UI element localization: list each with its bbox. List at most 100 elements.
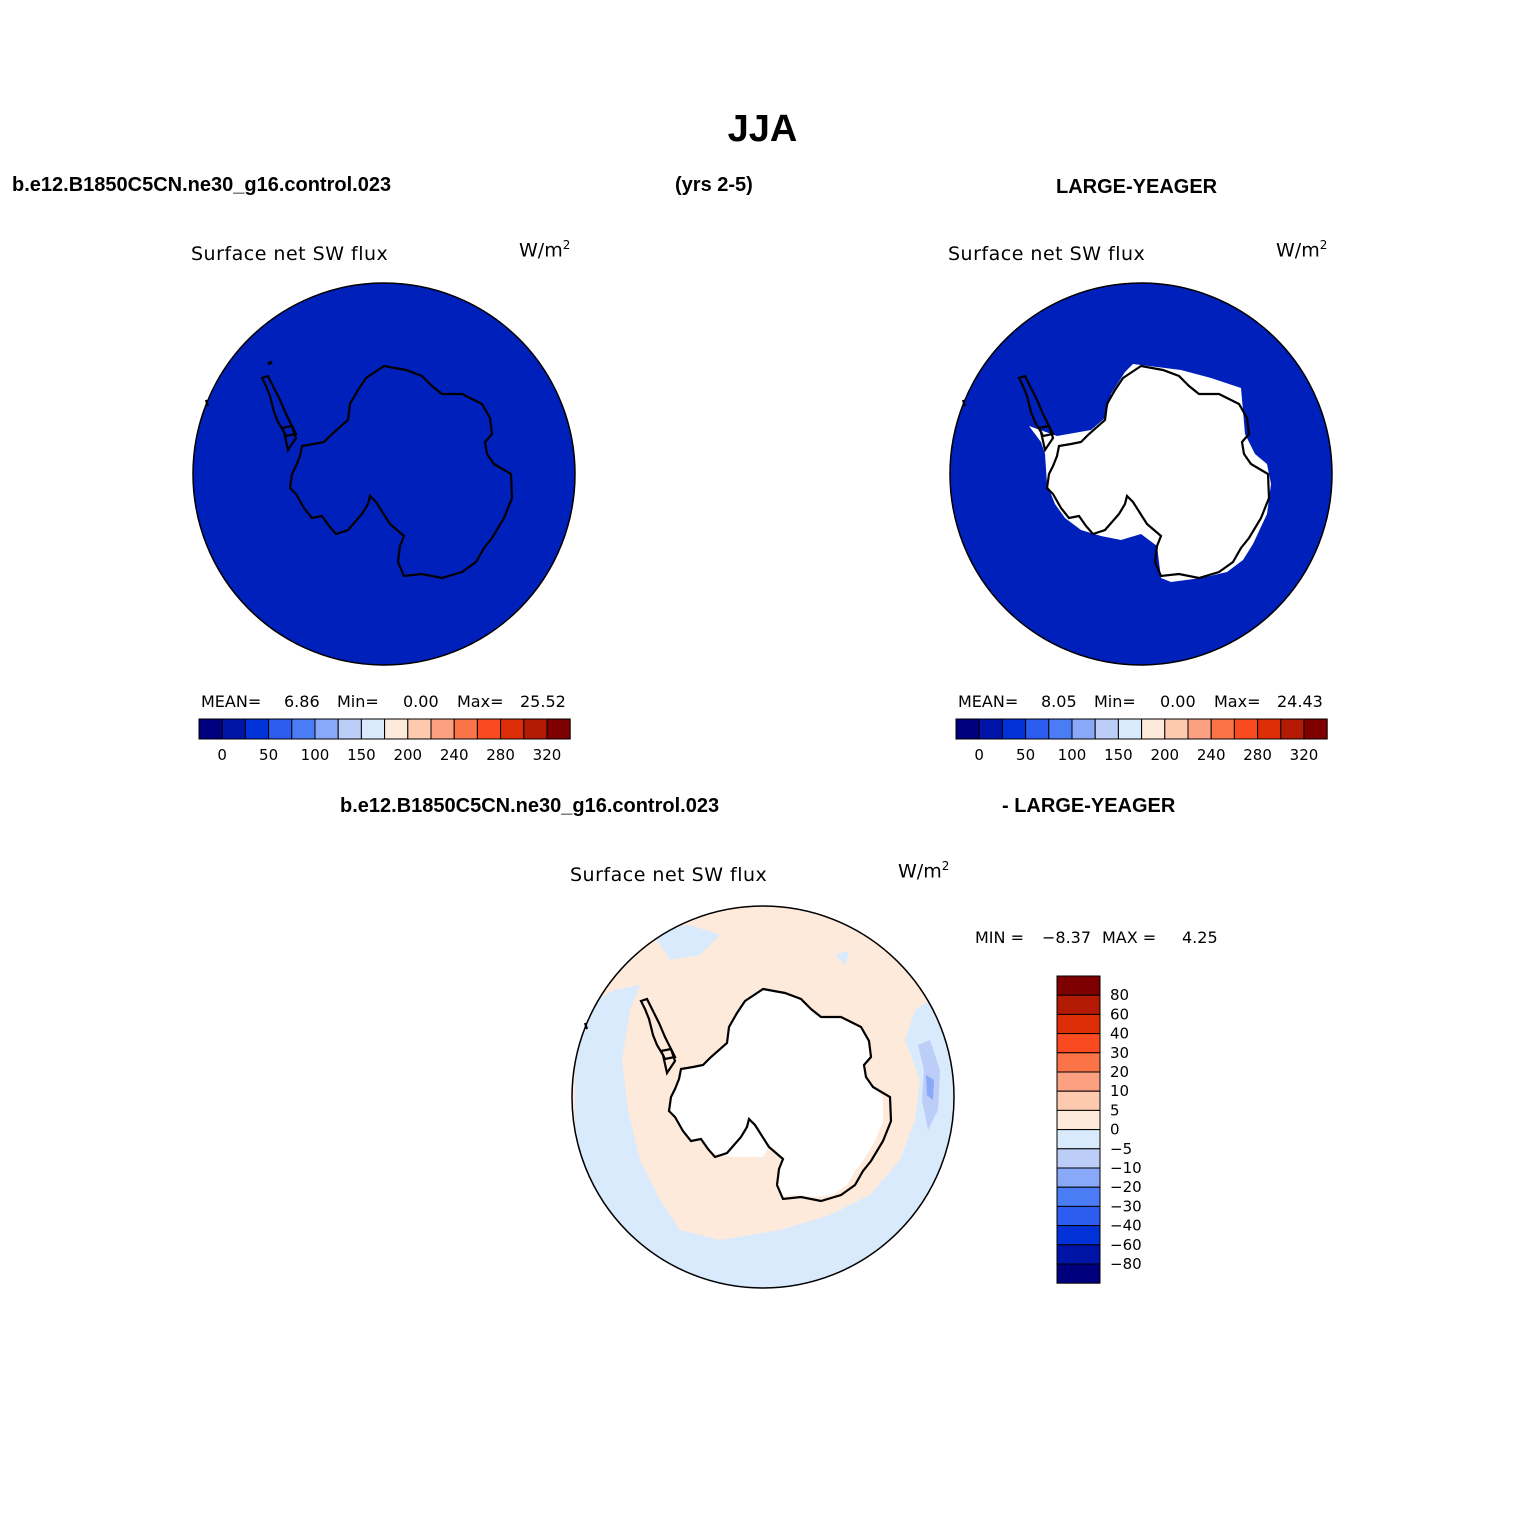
- right-colorbar: 0 50 100 150 200 240 280 320: [955, 718, 1328, 764]
- right-colorbar-box: [1164, 718, 1189, 740]
- diff-panel-title: Surface net SW flux: [570, 864, 768, 886]
- diff-colorbar-label: −20: [1110, 1178, 1142, 1196]
- diff-colorbar-label: 30: [1110, 1044, 1129, 1062]
- left-max-label: Max=: [457, 692, 504, 711]
- diff-colorbar-label: −40: [1110, 1217, 1142, 1235]
- left-colorbar-box: [384, 718, 409, 740]
- right-colorbar-label: 240: [1197, 746, 1226, 764]
- diff-colorbar-box: [1056, 1263, 1101, 1284]
- right-colorbar-box: [1071, 718, 1096, 740]
- left-colorbar-label: 320: [533, 746, 562, 764]
- diff-map-negative-regions: [575, 925, 954, 1288]
- diff-map: [571, 905, 955, 1289]
- diff-colorbar-box: [1056, 1186, 1101, 1207]
- right-colorbar-box: [1141, 718, 1166, 740]
- diff-colorbar-label: 40: [1110, 1025, 1129, 1043]
- left-colorbar-box: [360, 718, 386, 740]
- left-panel-title: Surface net SW flux: [191, 243, 389, 265]
- left-colorbar: 0 50 100 150 200 240 280 320: [198, 718, 571, 764]
- diff-max-label: MAX =: [1102, 928, 1157, 947]
- diff-colorbar-box: [1056, 1033, 1101, 1054]
- left-colorbar-label: 280: [486, 746, 515, 764]
- right-colorbar-label: 100: [1058, 746, 1087, 764]
- diff-max-value: 4.25: [1182, 928, 1218, 947]
- years-label: (yrs 2-5): [675, 174, 753, 196]
- diff-colorbar-box: [1056, 1167, 1101, 1188]
- right-colorbar-box: [1233, 718, 1259, 740]
- right-max-label: Max=: [1214, 692, 1261, 711]
- left-colorbar-label: 240: [440, 746, 469, 764]
- right-min-label: Min=: [1094, 692, 1136, 711]
- diff-colorbar-label: −80: [1110, 1255, 1142, 1273]
- plot-title: JJA: [727, 108, 798, 150]
- left-colorbar-box: [546, 718, 571, 740]
- right-panel-unit: W/m2: [1276, 238, 1328, 262]
- diff-min-label: MIN =: [975, 928, 1024, 947]
- left-mean-label: MEAN=: [201, 692, 262, 711]
- right-colorbar-box: [1280, 718, 1305, 740]
- diff-colorbar-box: [1056, 994, 1101, 1015]
- left-colorbar-box: [523, 718, 548, 740]
- diff-colorbar-label: −30: [1110, 1197, 1142, 1215]
- left-colorbar-box: [198, 718, 223, 740]
- reference-name-label: LARGE-YEAGER: [1056, 176, 1218, 198]
- right-max-value: 24.43: [1277, 692, 1323, 711]
- left-mean-value: 6.86: [284, 692, 320, 711]
- left-min-value: 0.00: [403, 692, 439, 711]
- left-map: [192, 282, 576, 666]
- right-colorbar-label: 0: [974, 746, 984, 764]
- diff-colorbar-box: [1056, 1052, 1101, 1073]
- right-map: [949, 282, 1333, 666]
- left-colorbar-label: 100: [301, 746, 330, 764]
- diff-colorbar-box: [1056, 1244, 1101, 1265]
- right-panel-title: Surface net SW flux: [948, 243, 1146, 265]
- diff-colorbar-box: [1056, 1090, 1101, 1111]
- right-colorbar-box: [1257, 718, 1282, 740]
- right-colorbar-box: [1303, 718, 1328, 740]
- left-map-border: [192, 282, 576, 666]
- right-min-value: 0.00: [1160, 692, 1196, 711]
- diff-colorbar-label: −10: [1110, 1159, 1142, 1177]
- case-name-label: b.e12.B1850C5CN.ne30_g16.control.023: [12, 174, 392, 196]
- diff-colorbar-box: [1056, 1109, 1101, 1131]
- diff-reference-name-label: - LARGE-YEAGER: [1002, 795, 1176, 817]
- right-map-masked-region: [1029, 364, 1271, 582]
- diff-colorbar-box: [1056, 1225, 1101, 1246]
- right-colorbar-label: 200: [1150, 746, 1179, 764]
- diff-map-border: [571, 905, 955, 1289]
- left-colorbar-box: [337, 718, 362, 740]
- left-map-ocean: [193, 283, 575, 665]
- left-colorbar-box: [476, 718, 502, 740]
- right-colorbar-box: [955, 718, 980, 740]
- right-colorbar-label: 320: [1290, 746, 1319, 764]
- left-colorbar-box: [500, 718, 525, 740]
- diff-colorbar-label: −60: [1110, 1236, 1142, 1254]
- right-mean-value: 8.05: [1041, 692, 1077, 711]
- right-colorbar-box: [1187, 718, 1212, 740]
- left-colorbar-box: [453, 718, 478, 740]
- diff-colorbar-label: 60: [1110, 1005, 1129, 1023]
- diff-min-value: −8.37: [1042, 928, 1092, 947]
- diff-colorbar-box: [1056, 975, 1101, 996]
- right-colorbar-box: [1001, 718, 1027, 740]
- left-max-value: 25.52: [520, 692, 566, 711]
- diff-colorbar-box: [1056, 1129, 1101, 1150]
- left-colorbar-label: 0: [217, 746, 227, 764]
- diff-colorbar-box: [1056, 1013, 1101, 1035]
- diff-colorbar-label: −5: [1110, 1140, 1132, 1158]
- diff-colorbar-box: [1056, 1205, 1101, 1227]
- right-map-border: [949, 282, 1333, 666]
- diff-colorbar-label: 0: [1110, 1121, 1120, 1139]
- diff-colorbar-label: 80: [1110, 986, 1129, 1004]
- diff-colorbar-label: 10: [1110, 1082, 1129, 1100]
- diff-colorbar-label: 5: [1110, 1101, 1120, 1119]
- right-colorbar-label: 280: [1243, 746, 1272, 764]
- right-colorbar-box: [1094, 718, 1119, 740]
- left-colorbar-box: [407, 718, 432, 740]
- right-colorbar-box: [1210, 718, 1235, 740]
- right-colorbar-label: 150: [1104, 746, 1133, 764]
- left-min-label: Min=: [337, 692, 379, 711]
- left-colorbar-box: [291, 718, 316, 740]
